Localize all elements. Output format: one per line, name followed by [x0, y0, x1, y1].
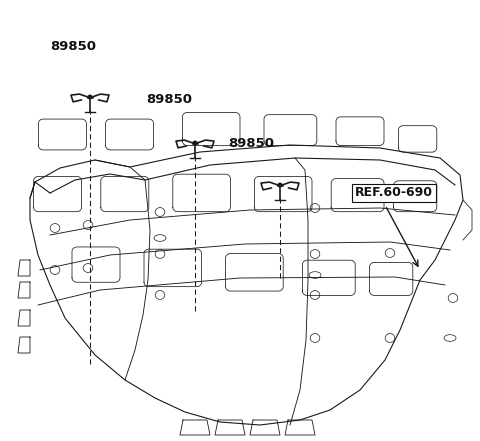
Text: 89850: 89850	[146, 93, 192, 106]
Circle shape	[88, 95, 92, 99]
Circle shape	[193, 141, 197, 145]
Circle shape	[278, 183, 282, 187]
Text: 89850: 89850	[228, 137, 274, 150]
Text: 89850: 89850	[50, 40, 96, 53]
Text: REF.60-690: REF.60-690	[355, 187, 433, 199]
